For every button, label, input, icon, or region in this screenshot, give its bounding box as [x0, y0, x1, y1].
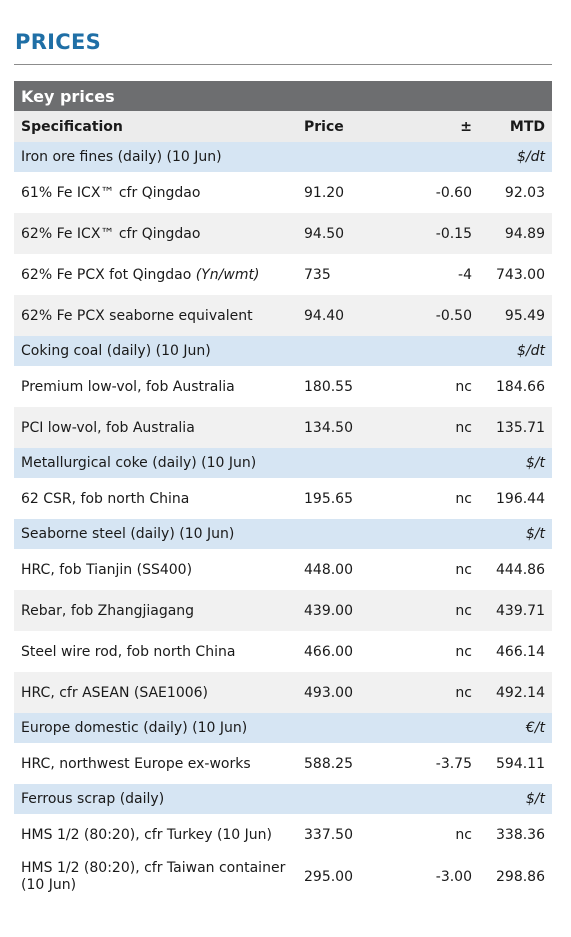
- row-mtd: 135.71: [496, 419, 545, 436]
- table-row: PCI low-vol, fob Australia 134.50 nc 135…: [14, 407, 552, 448]
- row-specification: 62 CSR, fob north China: [21, 490, 190, 507]
- row-specification: 62% Fe ICX™ cfr Qingdao: [21, 225, 201, 242]
- column-header-mtd: MTD: [509, 118, 545, 135]
- row-specification: HRC, fob Tianjin (SS400): [21, 561, 193, 578]
- row-specification: 62% Fe PCX seaborne equivalent: [21, 307, 253, 324]
- row-mtd: 196.44: [496, 490, 545, 507]
- row-price: 134.50: [304, 419, 353, 436]
- row-mtd: 92.03: [504, 184, 545, 201]
- column-header-specification: Specification: [21, 118, 123, 135]
- row-specification: HRC, northwest Europe ex-works: [21, 755, 251, 772]
- column-header-row: Specification Price ± MTD: [14, 111, 552, 142]
- section-unit: €/t: [525, 720, 545, 736]
- row-specification: 62% Fe PCX fot Qingdao (Yn/wmt): [14, 267, 297, 283]
- row-specification-unit: (Yn/wmt): [195, 266, 260, 283]
- row-mtd: 594.11: [496, 755, 545, 772]
- table-row: HMS 1/2 (80:20), cfr Taiwan container (1…: [14, 855, 552, 899]
- row-change: nc: [455, 561, 472, 578]
- row-price: 439.00: [304, 602, 353, 619]
- section-header-row: Ferrous scrap (daily) $/t: [14, 784, 552, 814]
- section-label: Iron ore fines (daily) (10 Jun): [21, 149, 222, 165]
- row-change: nc: [455, 490, 472, 507]
- row-mtd: 95.49: [504, 307, 545, 324]
- section-label: Coking coal (daily) (10 Jun): [21, 343, 211, 359]
- row-change: -0.50: [435, 307, 472, 324]
- row-price: 180.55: [304, 378, 353, 395]
- table-row: Rebar, fob Zhangjiagang 439.00 nc 439.71: [14, 590, 552, 631]
- row-price: 94.50: [304, 225, 345, 242]
- section-label: Metallurgical coke (daily) (10 Jun): [21, 455, 257, 471]
- section-header-row: Iron ore fines (daily) (10 Jun) $/dt: [14, 142, 552, 172]
- table-row: 62 CSR, fob north China 195.65 nc 196.44: [14, 478, 552, 519]
- column-header-price: Price: [304, 118, 344, 135]
- row-price: 588.25: [304, 755, 353, 772]
- row-mtd: 298.86: [496, 868, 545, 885]
- row-change: nc: [455, 826, 472, 843]
- row-price: 466.00: [304, 643, 353, 660]
- row-price: 195.65: [304, 490, 353, 507]
- row-specification: HRC, cfr ASEAN (SAE1006): [21, 684, 208, 701]
- row-price: 94.40: [304, 307, 345, 324]
- row-specification: Rebar, fob Zhangjiagang: [21, 602, 195, 619]
- row-change: nc: [455, 684, 472, 701]
- section-header-row: Europe domestic (daily) (10 Jun) €/t: [14, 713, 552, 743]
- row-mtd: 439.71: [496, 602, 545, 619]
- table-row: HMS 1/2 (80:20), cfr Turkey (10 Jun) 337…: [14, 814, 552, 855]
- row-price: 295.00: [304, 868, 353, 885]
- table-row: HRC, cfr ASEAN (SAE1006) 493.00 nc 492.1…: [14, 672, 552, 713]
- row-price: 493.00: [304, 684, 353, 701]
- section-label: Seaborne steel (daily) (10 Jun): [21, 526, 235, 542]
- row-specification: PCI low-vol, fob Australia: [21, 419, 195, 436]
- row-change: nc: [455, 378, 472, 395]
- table-row: 62% Fe PCX fot Qingdao (Yn/wmt) 735 -4 7…: [14, 254, 552, 295]
- row-mtd: 466.14: [496, 643, 545, 660]
- page-title: PRICES: [15, 30, 102, 54]
- row-change: -3.00: [435, 868, 472, 885]
- table-row: HRC, northwest Europe ex-works 588.25 -3…: [14, 743, 552, 784]
- row-change: nc: [455, 602, 472, 619]
- row-mtd: 444.86: [496, 561, 545, 578]
- section-header-row: Coking coal (daily) (10 Jun) $/dt: [14, 336, 552, 366]
- column-header-change: ±: [460, 118, 472, 135]
- row-change: -3.75: [435, 755, 472, 772]
- table-heading: Key prices: [14, 81, 552, 111]
- table-row: 61% Fe ICX™ cfr Qingdao 91.20 -0.60 92.0…: [14, 172, 552, 213]
- row-price: 337.50: [304, 826, 353, 843]
- row-change: nc: [455, 419, 472, 436]
- row-price: 448.00: [304, 561, 353, 578]
- row-mtd: 743.00: [496, 266, 545, 283]
- section-unit: $/t: [525, 455, 545, 471]
- row-mtd: 338.36: [496, 826, 545, 843]
- title-divider: [14, 64, 552, 65]
- section-header-row: Seaborne steel (daily) (10 Jun) $/t: [14, 519, 552, 549]
- row-specification: Premium low-vol, fob Australia: [21, 378, 235, 395]
- row-mtd: 184.66: [496, 378, 545, 395]
- table-row: Premium low-vol, fob Australia 180.55 nc…: [14, 366, 552, 407]
- section-unit: $/t: [525, 791, 545, 807]
- table-row: 62% Fe PCX seaborne equivalent 94.40 -0.…: [14, 295, 552, 336]
- section-label: Europe domestic (daily) (10 Jun): [21, 720, 248, 736]
- section-unit: $/t: [525, 526, 545, 542]
- section-header-row: Metallurgical coke (daily) (10 Jun) $/t: [14, 448, 552, 478]
- row-specification: HMS 1/2 (80:20), cfr Taiwan container (1…: [21, 860, 286, 893]
- row-change: -4: [458, 266, 472, 283]
- row-specification: Steel wire rod, fob north China: [21, 643, 236, 660]
- row-change: nc: [455, 643, 472, 660]
- section-label: Ferrous scrap (daily): [21, 791, 165, 807]
- row-mtd: 94.89: [504, 225, 545, 242]
- row-specification: HMS 1/2 (80:20), cfr Turkey (10 Jun): [21, 826, 273, 843]
- table-row: HRC, fob Tianjin (SS400) 448.00 nc 444.8…: [14, 549, 552, 590]
- key-prices-table: Key prices Specification Price ± MTD Iro…: [14, 81, 552, 899]
- row-price: 91.20: [304, 184, 345, 201]
- row-specification: 61% Fe ICX™ cfr Qingdao: [21, 184, 201, 201]
- section-unit: $/dt: [517, 149, 545, 165]
- row-specification-text: 62% Fe PCX fot Qingdao: [21, 266, 196, 283]
- row-mtd: 492.14: [496, 684, 545, 701]
- table-row: Steel wire rod, fob north China 466.00 n…: [14, 631, 552, 672]
- row-change: -0.60: [435, 184, 472, 201]
- table-row: 62% Fe ICX™ cfr Qingdao 94.50 -0.15 94.8…: [14, 213, 552, 254]
- section-unit: $/dt: [517, 343, 545, 359]
- row-price: 735: [304, 266, 331, 283]
- row-change: -0.15: [435, 225, 472, 242]
